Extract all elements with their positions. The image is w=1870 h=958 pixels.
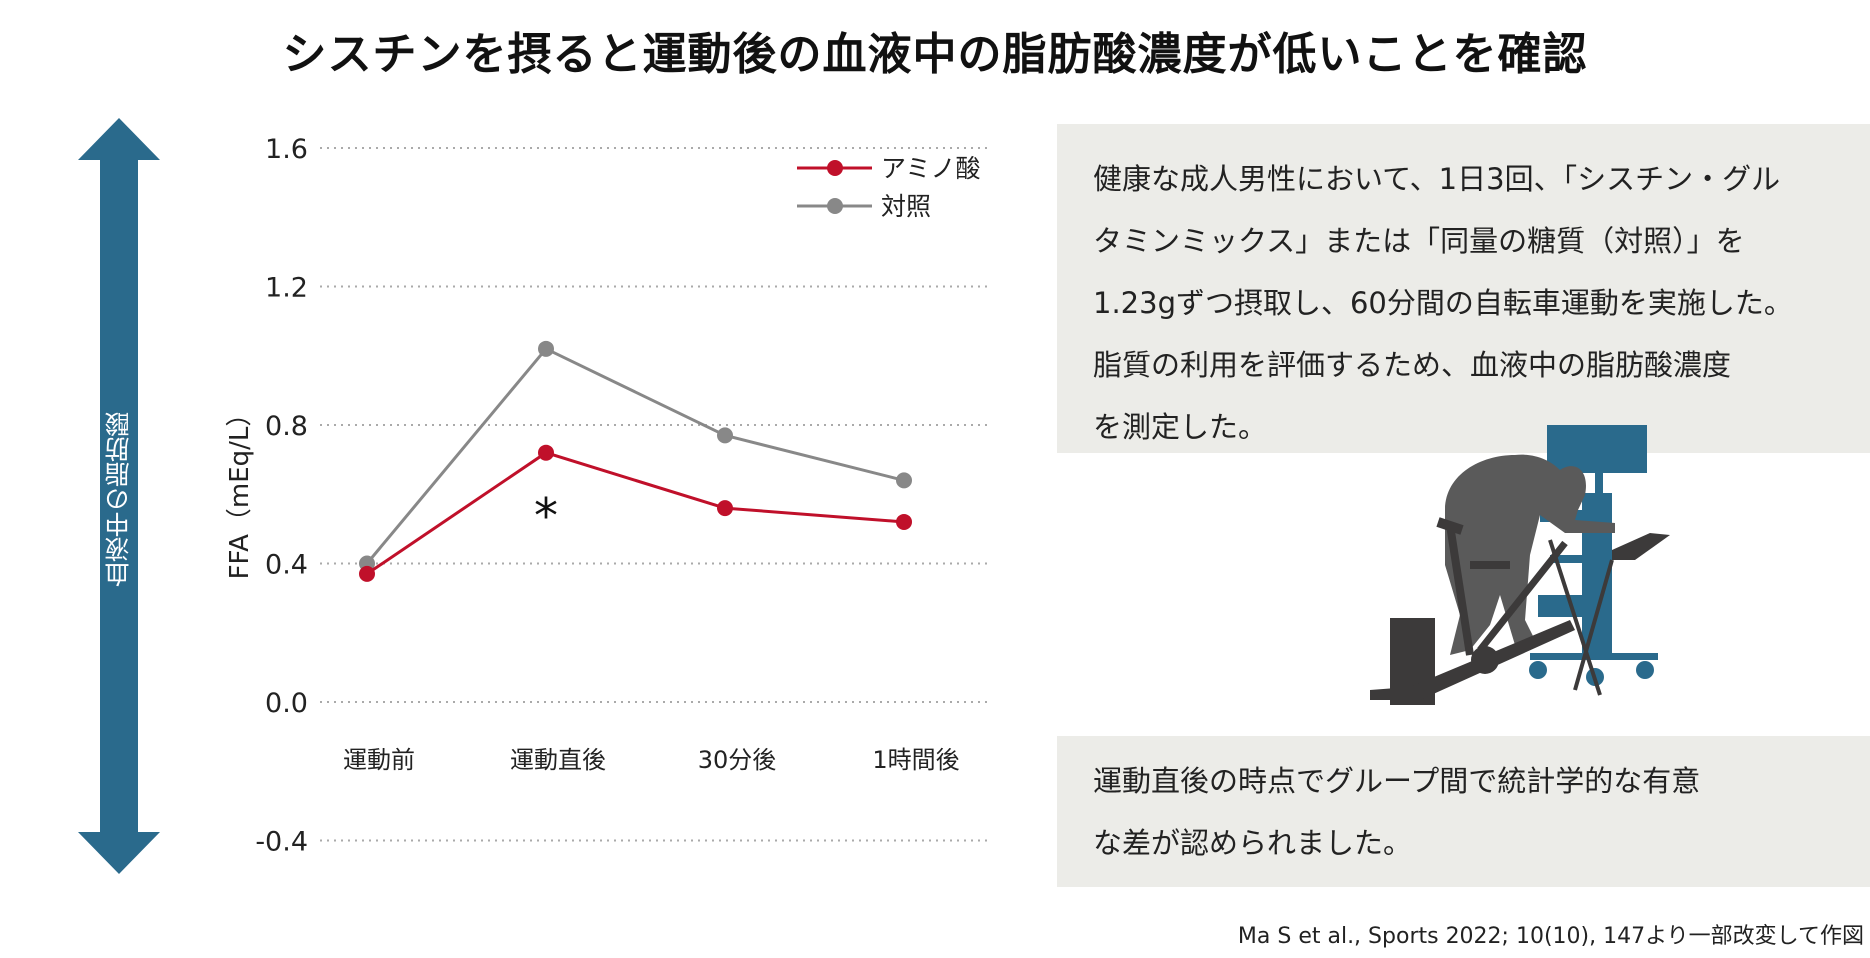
legend-label: アミノ酸 <box>881 154 981 183</box>
legend-label: 対照 <box>881 192 931 221</box>
description-line: 1.23gずつ摂取し、60分間の自転車運動を実施した。 <box>1093 286 1793 320</box>
y-tick-label: -0.4 <box>255 827 308 858</box>
y-tick-label: 1.6 <box>265 134 308 165</box>
data-point <box>896 472 912 489</box>
double-arrow-icon <box>78 118 160 874</box>
exercise-bike-icon <box>1370 517 1670 705</box>
line-chart: 1.6 1.2 0.8 0.4 0.0 -0.4 運動前 運動直後 30分後 1時間後 FFA（mE… <box>225 134 992 858</box>
result-line: 運動直後の時点でグループ間で統計学的な有意 <box>1093 764 1701 798</box>
legend-marker <box>827 198 843 214</box>
data-point <box>717 427 733 444</box>
description-line: タミンミックス」または「同量の糖質（対照）」を <box>1093 224 1745 258</box>
result-line: な差が認められました。 <box>1093 826 1413 860</box>
citation: Ma S et al., Sports 2022; 10(10), 147より一… <box>1237 924 1864 949</box>
data-point <box>717 500 733 517</box>
series-line-control <box>365 346 905 565</box>
description-box: 健康な成人男性において、1日3回、「シスチン・グル タミンミックス」または「同量… <box>1057 124 1870 453</box>
description-line: 健康な成人男性において、1日3回、「シスチン・グル <box>1093 162 1781 196</box>
x-tick-label: 30分後 <box>698 746 777 774</box>
y-tick-label: 0.4 <box>265 550 308 581</box>
data-point <box>538 340 554 357</box>
y-axis-label: FFA（mEq/L） <box>225 401 255 580</box>
x-tick-label: 1時間後 <box>872 746 959 774</box>
legend-marker <box>827 160 843 176</box>
y-tick-label: 1.2 <box>265 273 308 304</box>
result-box: 運動直後の時点でグループ間で統計学的な有意 な差が認められました。 <box>1057 736 1870 887</box>
x-tick-label: 運動前 <box>343 746 415 774</box>
data-point <box>359 565 375 582</box>
page-title: シスチンを摂ると運動後の血液中の脂肪酸濃度が低いことを確認 <box>282 29 1588 80</box>
x-tick-label: 運動直後 <box>510 746 606 774</box>
description-line: 脂質の利用を評価するため、血液中の脂肪酸濃度 <box>1093 348 1732 382</box>
result-text: 運動直後の時点でグループ間で統計学的な有意 な差が認められました。 <box>1057 736 1870 874</box>
data-point <box>538 444 554 461</box>
person-silhouette-icon <box>1445 454 1615 655</box>
y-tick-label: 0.0 <box>265 688 308 719</box>
cyclist-illustration <box>1370 425 1670 705</box>
description-line: を測定した。 <box>1093 410 1268 444</box>
significance-asterisk: * <box>534 489 558 545</box>
description-text: 健康な成人男性において、1日3回、「シスチン・グル タミンミックス」または「同量… <box>1057 124 1870 458</box>
data-point <box>896 513 912 530</box>
y-tick-label: 0.8 <box>265 411 308 442</box>
series-line-amino <box>366 451 905 576</box>
